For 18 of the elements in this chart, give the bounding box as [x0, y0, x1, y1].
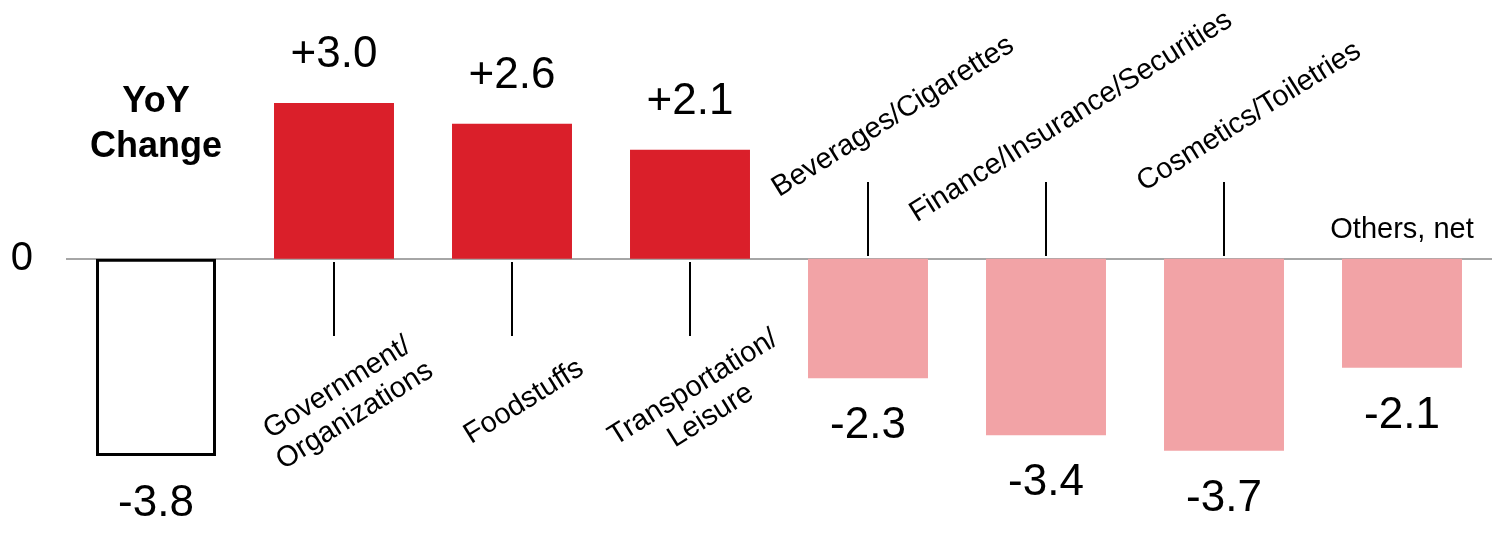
data-label: -3.8 — [118, 476, 194, 526]
bar — [630, 149, 750, 259]
data-label: -3.4 — [1008, 455, 1084, 505]
data-label: +2.1 — [646, 73, 734, 123]
bar — [808, 258, 928, 379]
bar — [452, 123, 572, 259]
data-label: -3.7 — [1186, 470, 1262, 520]
data-label: -2.1 — [1364, 387, 1440, 437]
data-label: +3.0 — [290, 27, 378, 77]
data-label: +2.6 — [468, 47, 556, 97]
x-tick-label: YoY Change — [89, 79, 223, 166]
bar — [1342, 258, 1462, 368]
data-label: -2.3 — [830, 398, 906, 448]
bar — [986, 258, 1106, 436]
text: 0 — [10, 233, 33, 278]
bar — [1164, 258, 1284, 451]
bar — [274, 103, 394, 259]
x-tick-label: Others, net — [1330, 211, 1474, 244]
